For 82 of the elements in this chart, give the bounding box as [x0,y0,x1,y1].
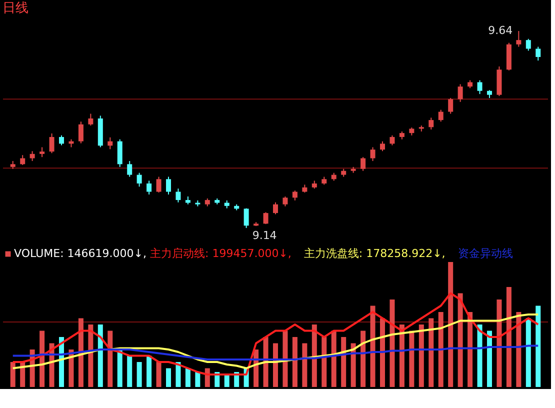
legend-label: VOLUME: 146619.000↓, [14,247,146,260]
bar [448,262,454,387]
bar [487,330,492,387]
candlestick [370,146,376,162]
bar [88,324,94,387]
bar [341,337,346,387]
candlestick [282,196,288,207]
candlestick [156,176,162,194]
bar [390,300,395,387]
text: 9.14 [252,229,277,242]
bar [418,324,424,387]
bar [477,324,482,387]
bar [273,343,278,387]
candlestick [78,121,84,144]
bar [496,300,502,387]
bar [370,306,376,387]
bar [40,330,45,387]
bar [108,330,113,387]
bar [399,324,404,387]
candlestick [458,84,463,102]
bar [331,330,336,387]
candlestick [438,109,444,122]
text: 主力洗盘线: 178258.922↓, [304,247,446,260]
bar [428,318,434,387]
candlestick [516,30,522,48]
text: 资金异动线 [458,247,513,260]
bar [117,350,122,387]
candlestick [526,38,531,52]
bar [516,312,522,387]
candlestick [59,134,64,146]
bar [224,374,230,387]
candlestick [40,146,45,158]
candlestick [20,154,26,166]
annotation: 9.64 [488,24,513,37]
candlestick [390,134,395,146]
candlestick [176,188,181,203]
bar [409,330,414,387]
bar [146,356,152,387]
candlestick [108,136,113,150]
candlestick [273,202,278,215]
bar [136,362,142,387]
bar [438,312,444,387]
candlestick [360,156,366,172]
bar [156,362,162,387]
candlestick [88,113,94,126]
bar [380,318,385,387]
candlestick [428,117,434,130]
candlestick [146,180,152,196]
candlestick [30,150,35,162]
bar [10,362,16,387]
bar [360,330,366,387]
bar [282,330,288,387]
bar [302,343,308,387]
candlestick [127,160,132,178]
candlestick [292,190,298,201]
candlestick [448,97,454,114]
bar [526,318,531,387]
candlestick [477,80,482,95]
candlestick [166,176,171,196]
bar [98,324,103,387]
bar [195,372,200,387]
bar [78,318,84,387]
bar [468,312,473,387]
bar [166,368,171,387]
candlestick [117,138,122,168]
bar [458,293,463,387]
candlestick [136,172,142,188]
bar [176,362,181,387]
bar [536,306,541,387]
bar [185,368,190,387]
bar [127,356,132,387]
bar [506,287,512,387]
text: 主力启动线: 199457.000↓, [150,247,292,260]
bar [312,324,317,387]
candlestick [244,208,249,228]
candlestick [263,212,268,225]
candlestick [536,46,541,62]
chart-title: 日线 [2,1,28,16]
bar [322,337,327,387]
bar [292,337,298,387]
candlestick [380,140,385,152]
candlestick [49,132,54,154]
